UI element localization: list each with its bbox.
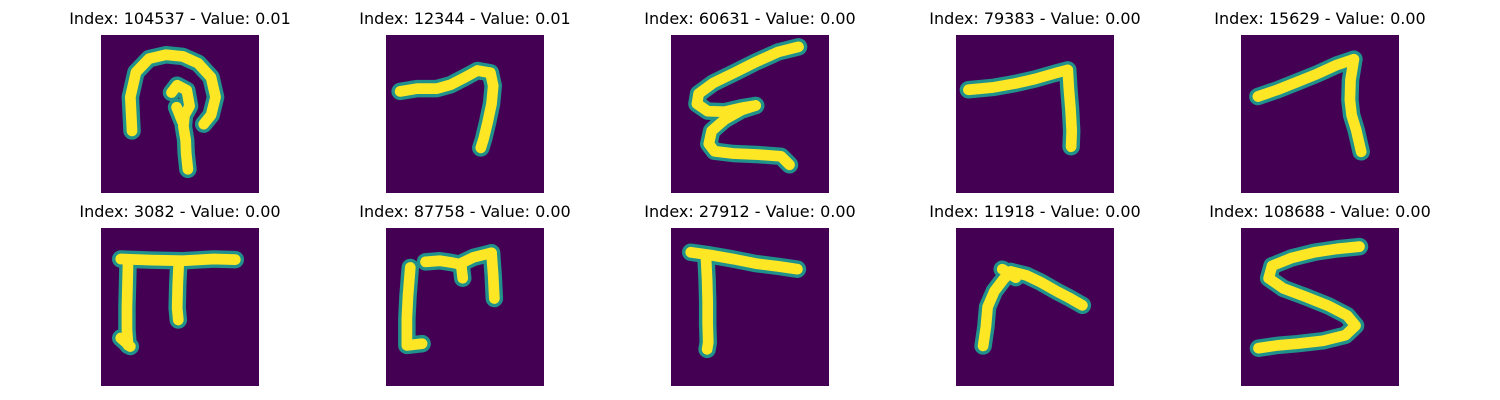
panel-title: Index: 108688 - Value: 0.00	[1209, 202, 1431, 221]
stroke	[703, 100, 795, 171]
panel: Index: 87758 - Value: 0.00	[345, 202, 585, 392]
digit-strokes	[1249, 50, 1370, 161]
panel-title: Index: 3082 - Value: 0.00	[79, 202, 281, 221]
stroke	[455, 258, 469, 284]
digit-strokes	[398, 244, 504, 355]
stroke	[963, 64, 1074, 96]
digit-image	[101, 35, 259, 193]
digit-strokes	[121, 46, 225, 179]
stroke	[171, 255, 185, 326]
stroke	[996, 263, 1022, 284]
panel-title: Index: 12344 - Value: 0.01	[359, 9, 571, 28]
digit-image	[386, 228, 544, 386]
digit-strokes	[959, 61, 1081, 156]
panel-title: Index: 104537 - Value: 0.01	[69, 9, 291, 28]
panel: Index: 27912 - Value: 0.00	[630, 202, 870, 392]
digit-strokes	[1249, 237, 1369, 357]
panel: Index: 11918 - Value: 0.00	[915, 202, 1155, 392]
digit-image	[956, 228, 1114, 386]
stroke	[700, 251, 714, 355]
panel-title: Index: 79383 - Value: 0.00	[929, 9, 1141, 28]
stroke	[171, 101, 188, 127]
stroke	[124, 49, 221, 137]
panel: Index: 3082 - Value: 0.00	[60, 202, 300, 392]
panel: Index: 12344 - Value: 0.01	[345, 9, 585, 199]
panel: Index: 60631 - Value: 0.00	[630, 9, 870, 199]
stroke	[394, 65, 496, 97]
panel-title: Index: 87758 - Value: 0.00	[359, 202, 571, 221]
digit-strokes	[688, 38, 808, 174]
stroke	[1062, 64, 1078, 153]
stroke	[1253, 241, 1365, 354]
panel-title: Index: 27912 - Value: 0.00	[644, 202, 856, 221]
stroke	[115, 332, 136, 352]
digit-strokes	[974, 260, 1092, 355]
stroke	[420, 247, 497, 270]
stroke	[977, 266, 1017, 352]
panel: Index: 79383 - Value: 0.00	[915, 9, 1155, 199]
stroke	[1005, 266, 1088, 311]
digit-image	[101, 228, 259, 386]
panel-title: Index: 60631 - Value: 0.00	[644, 9, 856, 28]
panel: Index: 108688 - Value: 0.00	[1200, 202, 1440, 392]
digit-strokes	[112, 250, 245, 356]
stroke	[1344, 53, 1367, 158]
digit-image	[386, 35, 544, 193]
panel-title: Index: 15629 - Value: 0.00	[1214, 9, 1426, 28]
digit-image	[671, 35, 829, 193]
panel-title: Index: 11918 - Value: 0.00	[929, 202, 1141, 221]
stroke	[486, 247, 500, 304]
digit-image	[1241, 228, 1399, 386]
stroke	[1252, 53, 1360, 102]
digit-strokes	[391, 61, 502, 157]
panel: Index: 15629 - Value: 0.00	[1200, 9, 1440, 199]
digit-image	[956, 35, 1114, 193]
stroke	[121, 255, 134, 351]
stroke	[401, 262, 428, 351]
panel: Index: 104537 - Value: 0.01	[60, 9, 300, 199]
digit-strokes	[682, 243, 807, 359]
stroke	[475, 67, 499, 154]
digit-image	[1241, 35, 1399, 193]
digit-image	[671, 228, 829, 386]
